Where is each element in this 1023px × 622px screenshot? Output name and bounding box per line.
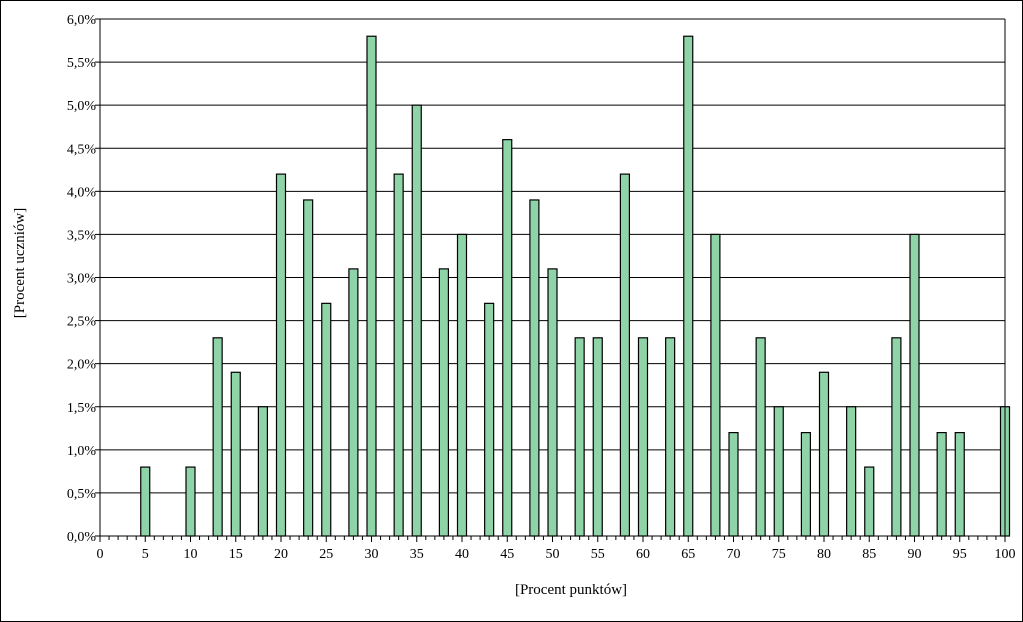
x-tick-label: 45 — [500, 547, 514, 562]
x-tick-label: 15 — [229, 547, 243, 562]
bar — [574, 337, 585, 537]
bar — [502, 139, 513, 537]
x-tick-label: 0 — [97, 547, 104, 562]
bar — [909, 233, 920, 537]
x-tick-label: 35 — [410, 547, 424, 562]
bar — [683, 35, 694, 537]
bar — [891, 337, 902, 537]
y-tick-label: 4,5% — [67, 142, 97, 157]
x-tick-label: 65 — [681, 547, 695, 562]
x-tick-label: 5 — [142, 547, 149, 562]
x-tick-labels: 0 5 10 15 20 25 30 35 40 45 50 55 60 65 70 75 80 85 90 95 10… — [97, 547, 1016, 562]
y-tick-labels: 0,0% 0,5% 1,0% 1,5% 2,0% 2,5% 3,0% 3,5% 4,0% 4,5%… — [67, 13, 97, 545]
x-tick-label: 75 — [772, 547, 786, 562]
bar — [936, 432, 947, 537]
bar — [257, 406, 268, 537]
x-tick-label: 40 — [455, 547, 469, 562]
bar — [348, 268, 359, 537]
bar — [755, 337, 766, 537]
x-tick-label: 100 — [995, 547, 1016, 562]
bar — [393, 173, 404, 537]
bar — [212, 337, 223, 537]
y-tick-label: 4,0% — [67, 185, 97, 200]
bar — [665, 337, 676, 537]
x-tick-label: 95 — [953, 547, 967, 562]
x-tick-label: 50 — [546, 547, 560, 562]
y-tick-label: 5,5% — [67, 56, 97, 71]
y-tick-label: 0,5% — [67, 487, 97, 502]
bar — [637, 337, 649, 537]
x-tick-label: 70 — [727, 547, 741, 562]
bar — [547, 268, 558, 537]
x-tick-label: 55 — [591, 547, 605, 562]
bar — [818, 371, 830, 537]
bar — [773, 406, 784, 537]
y-tick-label: 2,0% — [67, 358, 97, 373]
y-tick-label: 6,0% — [67, 13, 97, 28]
bar — [456, 233, 468, 537]
bar — [529, 199, 540, 537]
y-tick-label: 5,0% — [67, 99, 97, 114]
y-tick-label: 3,5% — [67, 228, 97, 243]
x-tick-label: 60 — [636, 547, 650, 562]
bar — [619, 173, 631, 537]
bar — [710, 233, 721, 537]
bar — [864, 466, 875, 537]
y-tick-label: 1,5% — [67, 401, 97, 416]
x-axis-title: [Procent punktów] — [515, 582, 627, 598]
axes — [95, 18, 1006, 542]
y-tick-label: 0,0% — [67, 530, 97, 545]
bar — [303, 199, 314, 537]
bar — [728, 432, 739, 537]
bar — [366, 35, 377, 537]
bar — [484, 302, 495, 537]
y-tick-label: 3,0% — [67, 272, 97, 287]
bar — [411, 104, 422, 537]
bar — [846, 406, 857, 537]
x-tick-label: 10 — [184, 547, 198, 562]
x-tick-label: 90 — [908, 547, 922, 562]
y-tick-label: 2,5% — [67, 315, 97, 330]
bar — [321, 302, 332, 537]
bar — [275, 173, 287, 537]
bar — [800, 432, 812, 537]
bar — [438, 268, 449, 537]
bar — [592, 337, 603, 537]
x-tick-label: 25 — [319, 547, 333, 562]
bar — [954, 432, 965, 537]
x-tick-label: 80 — [817, 547, 831, 562]
x-tick-label: 85 — [862, 547, 876, 562]
bar — [185, 466, 196, 537]
x-tick-label: 20 — [274, 547, 288, 562]
y-axis-title: [Procent uczniów] — [12, 208, 28, 318]
bar — [140, 466, 151, 537]
bar — [230, 371, 241, 537]
bars — [140, 35, 1011, 537]
x-tick-label: 30 — [365, 547, 379, 562]
y-tick-label: 1,0% — [67, 444, 97, 459]
